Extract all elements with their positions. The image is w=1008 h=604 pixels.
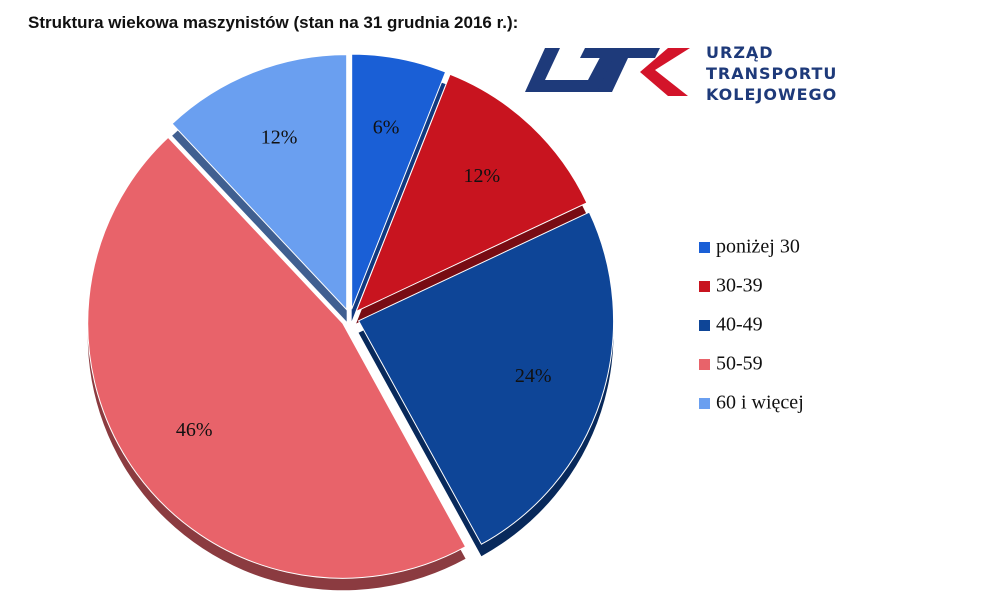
slice bbox=[357, 211, 614, 545]
logo-text: TRANSPORTU bbox=[706, 64, 837, 83]
data-label: 12% bbox=[464, 165, 501, 187]
data-label: 6% bbox=[373, 116, 400, 138]
chart-title: Struktura wiekowa maszynistów (stan na 3… bbox=[28, 13, 518, 32]
legend-label: poniżej 30 bbox=[716, 236, 800, 258]
legend-swatch bbox=[699, 242, 710, 253]
logo-text: URZĄD bbox=[706, 43, 774, 62]
slice bbox=[355, 73, 588, 313]
legend-swatch bbox=[699, 281, 710, 292]
legend-swatch bbox=[699, 320, 710, 331]
legend-label: 40-49 bbox=[716, 314, 763, 336]
slice bbox=[351, 53, 447, 310]
legend-label: 50-59 bbox=[716, 353, 763, 375]
slice bbox=[87, 136, 467, 579]
slice bbox=[171, 54, 348, 311]
legend-label: 30-39 bbox=[716, 275, 763, 297]
legend-label: 60 i więcej bbox=[716, 392, 804, 414]
legend-swatch bbox=[699, 398, 710, 409]
legend-swatch bbox=[699, 359, 710, 370]
logo-text: KOLEJOWEGO bbox=[706, 85, 837, 104]
data-label: 46% bbox=[176, 419, 213, 441]
data-label: 12% bbox=[261, 127, 298, 149]
logo-mark bbox=[525, 48, 690, 96]
data-label: 24% bbox=[515, 365, 552, 387]
